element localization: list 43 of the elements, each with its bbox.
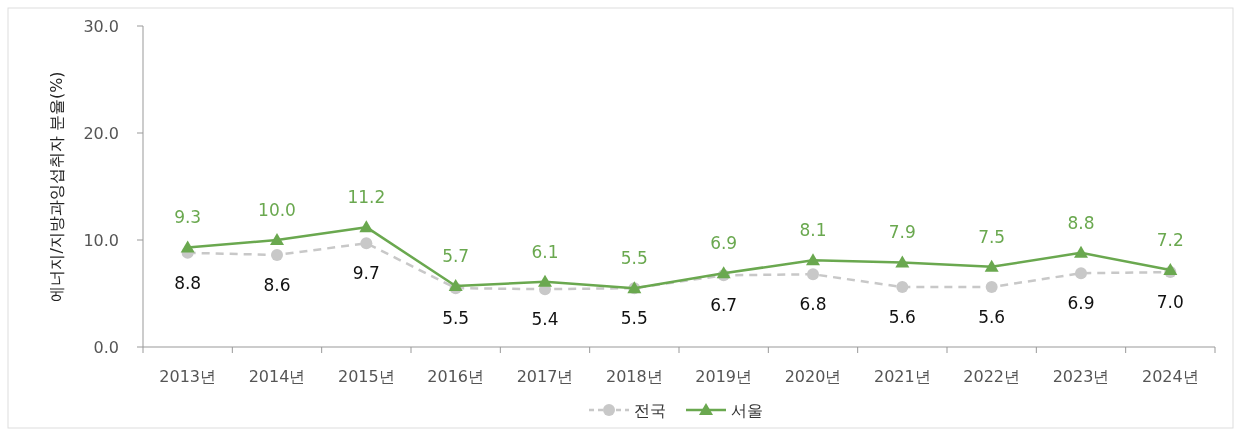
legend-label: 서울: [731, 401, 763, 420]
data-label: 8.8: [174, 272, 202, 293]
data-label: 5.7: [442, 246, 470, 267]
data-label: 5.5: [442, 308, 470, 329]
x-tick-label: 2014년: [248, 367, 306, 386]
data-label: 10.0: [258, 200, 296, 220]
data-label: 8.8: [1067, 212, 1095, 233]
legend-label: 전국: [634, 401, 666, 420]
data-label: 7.9: [888, 222, 916, 243]
data-label: 6.7: [710, 295, 738, 316]
data-label: 9.3: [174, 207, 202, 228]
data-label: 7.2: [1156, 229, 1184, 250]
data-label: 11.2: [347, 187, 386, 208]
data-label: 6.9: [1067, 293, 1095, 314]
data-label: 5.5: [620, 308, 648, 329]
y-tick-label: 30.0: [83, 17, 119, 36]
data-label: 5.6: [888, 307, 916, 328]
x-tick-label: 2017년: [516, 367, 574, 386]
x-tick-label: 2021년: [873, 367, 931, 386]
x-tick-label: 2024년: [1141, 367, 1199, 386]
x-tick-label: 2023년: [1052, 367, 1110, 386]
x-tick-label: 2019년: [695, 367, 753, 386]
x-tick-label: 2020년: [784, 367, 842, 386]
y-axis-title: 에너지/지방과잉섭취자 분율(%): [47, 71, 66, 302]
data-label: 5.6: [978, 307, 1006, 328]
data-label: 5.5: [620, 248, 648, 269]
data-label: 6.8: [799, 294, 827, 315]
data-label: 8.6: [263, 274, 291, 295]
data-label: 8.1: [799, 220, 827, 241]
y-tick-label: 0.0: [93, 338, 119, 357]
x-tick-label: 2013년: [159, 367, 217, 386]
data-label: 9.7: [352, 263, 380, 284]
x-tick-label: 2022년: [963, 367, 1021, 386]
data-label: 5.4: [531, 309, 559, 330]
y-tick-label: 10.0: [83, 231, 119, 250]
x-tick-label: 2018년: [605, 367, 663, 386]
x-tick-label: 2016년: [427, 367, 485, 386]
data-label: 6.1: [531, 241, 559, 262]
y-tick-label: 20.0: [83, 124, 119, 143]
data-label: 7.5: [978, 226, 1006, 247]
x-tick-label: 2015년: [337, 367, 395, 386]
data-label: 6.9: [710, 233, 738, 254]
data-label: 7.0: [1156, 292, 1184, 313]
